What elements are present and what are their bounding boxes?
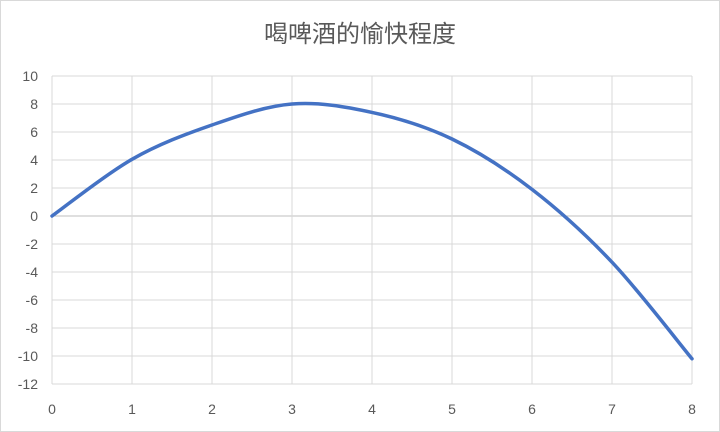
x-tick-label: 4 — [368, 401, 376, 417]
x-tick-label: 8 — [688, 401, 696, 417]
x-tick-label: 6 — [528, 401, 536, 417]
y-tick-label: 0 — [30, 208, 38, 224]
y-tick-label: 4 — [30, 152, 38, 168]
y-tick-label: 8 — [30, 96, 38, 112]
y-tick-label: -8 — [26, 320, 39, 336]
y-tick-label: -6 — [26, 292, 39, 308]
y-tick-label: 10 — [22, 68, 38, 84]
x-tick-label: 1 — [128, 401, 136, 417]
y-tick-label: 6 — [30, 124, 38, 140]
y-tick-label: -4 — [26, 264, 39, 280]
x-tick-label: 0 — [48, 401, 56, 417]
x-tick-label: 3 — [288, 401, 296, 417]
chart-title: 喝啤酒的愉快程度 — [264, 20, 456, 48]
y-tick-label: -2 — [26, 236, 39, 252]
x-tick-label: 2 — [208, 401, 216, 417]
y-tick-label: 2 — [30, 180, 38, 196]
series-line — [50, 101, 694, 361]
y-tick-label: -10 — [18, 348, 38, 364]
x-tick-label: 5 — [448, 401, 456, 417]
x-tick-label: 7 — [608, 401, 616, 417]
y-tick-label: -12 — [18, 376, 38, 392]
